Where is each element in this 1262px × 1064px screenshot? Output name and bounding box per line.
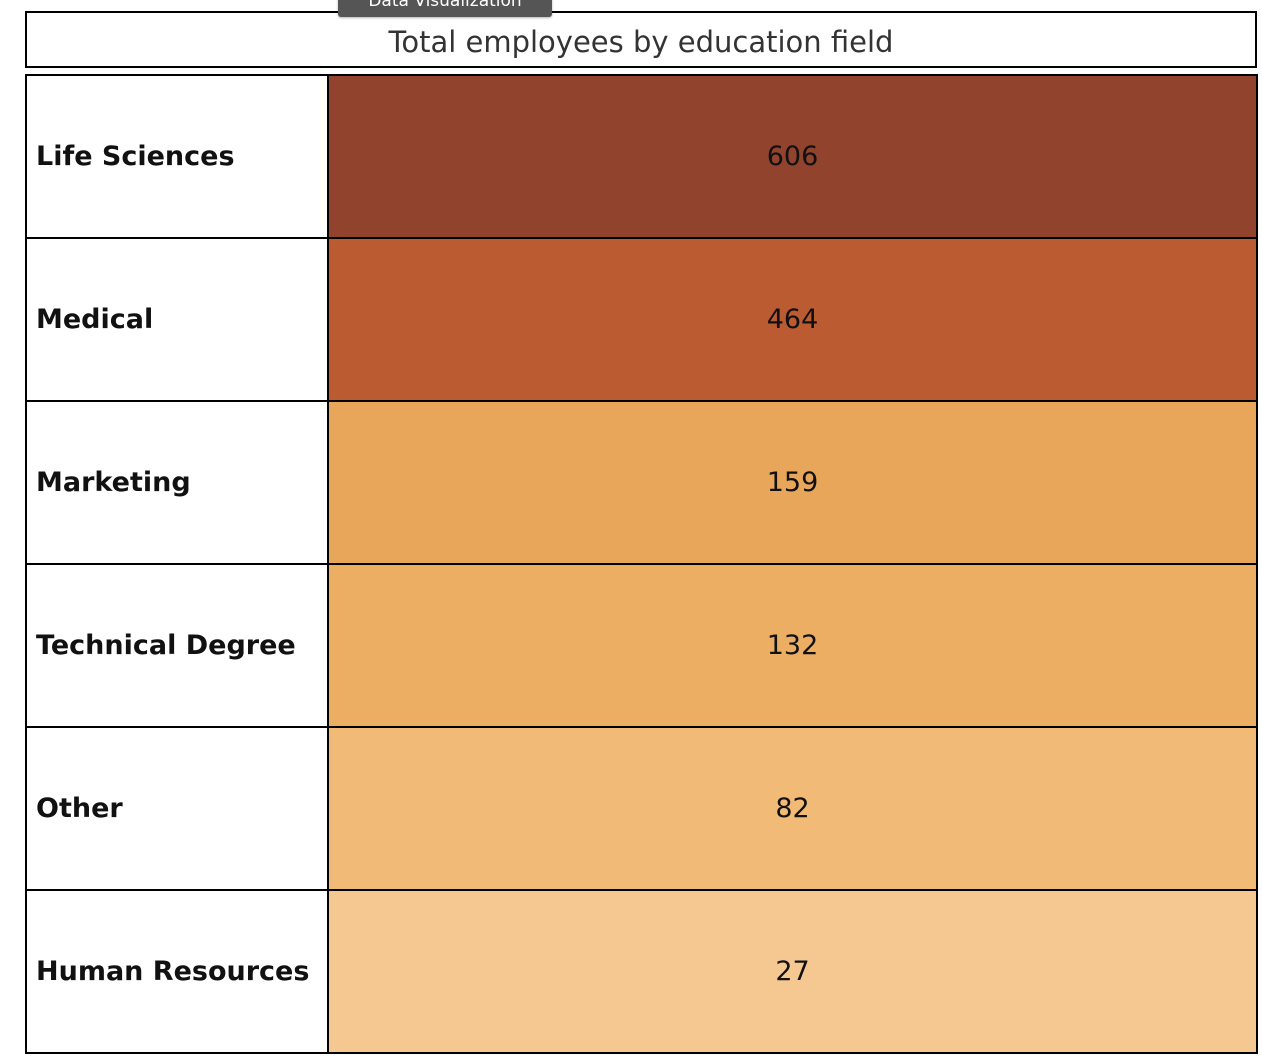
category-label: Technical Degree [27, 565, 329, 726]
value-cell[interactable]: 27 [329, 891, 1256, 1052]
value-cell[interactable]: 464 [329, 239, 1256, 400]
value-cell[interactable]: 606 [329, 76, 1256, 237]
table-row: Medical 464 [27, 237, 1256, 400]
chart-title: Total employees by education field [25, 11, 1257, 68]
table-row: Technical Degree 132 [27, 563, 1256, 726]
value-cell[interactable]: 132 [329, 565, 1256, 726]
category-label: Other [27, 728, 329, 889]
table-row: Human Resources 27 [27, 889, 1256, 1052]
value-cell[interactable]: 82 [329, 728, 1256, 889]
table-row: Other 82 [27, 726, 1256, 889]
tooltip-tab: Data Visualization [338, 0, 552, 17]
category-label: Medical [27, 239, 329, 400]
table-row: Life Sciences 606 [27, 76, 1256, 237]
category-label: Marketing [27, 402, 329, 563]
table-row: Marketing 159 [27, 400, 1256, 563]
category-label: Human Resources [27, 891, 329, 1052]
category-label: Life Sciences [27, 76, 329, 237]
value-cell[interactable]: 159 [329, 402, 1256, 563]
highlight-table: Life Sciences 606 Medical 464 Marketing 159 Te… [25, 74, 1258, 1054]
